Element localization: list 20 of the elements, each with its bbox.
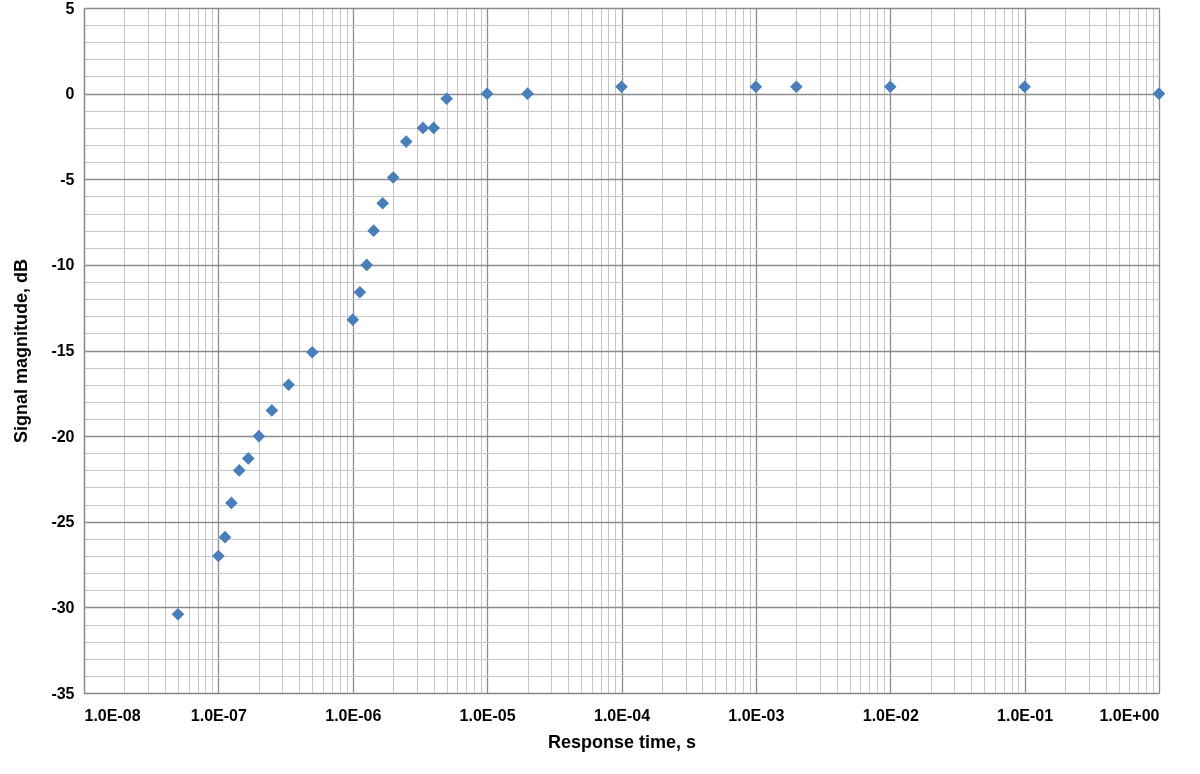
x-tick-label: 1.0E-03 [728, 706, 785, 724]
x-tick-label: 1.0E-08 [84, 706, 141, 724]
x-tick-label: 1.0E-05 [459, 706, 516, 724]
y-tick-label: -35 [51, 684, 75, 702]
x-tick-label: 1.0E-06 [325, 706, 382, 724]
y-tick-label: -10 [51, 256, 75, 274]
y-tick-label: -5 [60, 170, 75, 188]
x-tick-label: 1.0E-01 [997, 706, 1054, 724]
y-tick-label: -15 [51, 342, 75, 359]
y-tick-label: -25 [51, 513, 75, 531]
x-tick-label: 1.0E-04 [593, 706, 651, 724]
y-tick-label: -20 [51, 427, 75, 445]
y-axis-title: Signal magnitude, dB [11, 258, 32, 444]
y-tick-label: 5 [65, 0, 75, 17]
x-tick-label: 1.0E-07 [190, 706, 247, 724]
x-axis-title: Response time, s [547, 731, 697, 752]
x-tick-label: 1.0E-02 [862, 706, 919, 724]
y-tick-label: 0 [65, 85, 75, 103]
y-tick-label: -30 [51, 598, 75, 616]
x-tick-label: 1.0E+00 [1099, 706, 1160, 724]
